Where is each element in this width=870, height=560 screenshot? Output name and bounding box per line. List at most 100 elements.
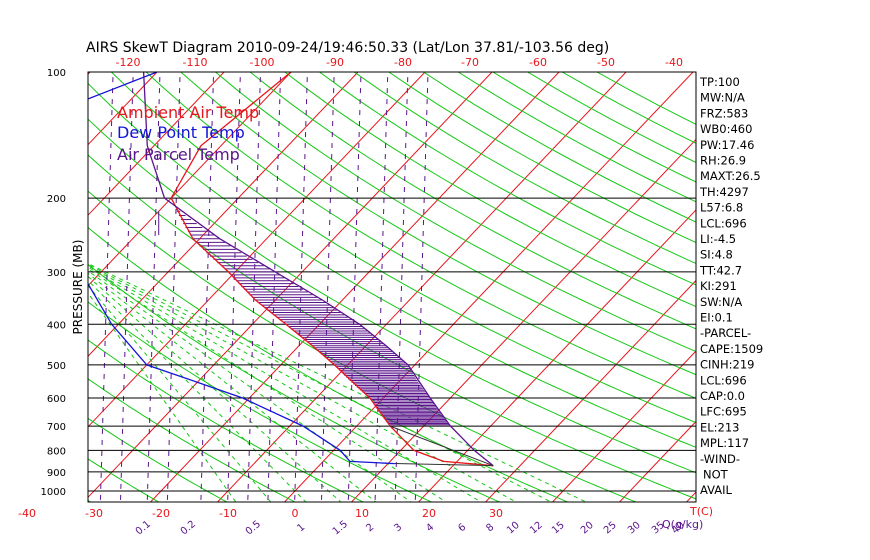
ambient-temp-line (170, 72, 494, 467)
legend-entry: Dew Point Temp (117, 123, 245, 142)
isotherm-line (88, 72, 158, 146)
mixing-ratio-label: 8 (484, 522, 496, 535)
mixing-ratio-label: 15 (550, 520, 567, 537)
mixing-ratio-label: 1.5 (331, 519, 350, 538)
mixing-ratio-line (247, 72, 261, 500)
index-readout: KI:291 (700, 279, 737, 293)
mixing-ratio-label: 1 (295, 522, 307, 535)
mixing-ratio-label: 20 (579, 520, 596, 537)
mixing-ratio-label: 0.2 (179, 519, 198, 538)
pressure-tick-label: 600 (47, 394, 66, 405)
pressure-tick-label: 700 (47, 422, 66, 433)
bottom-axis-tick-label: 20 (422, 507, 436, 520)
moist-adiabat-line (88, 272, 377, 502)
index-readout: TT:42.7 (699, 263, 742, 277)
index-readout: PW:17.46 (700, 138, 754, 152)
dry-adiabat-line (561, 72, 696, 144)
dew-point-line (88, 72, 395, 465)
dry-adiabat-line (180, 72, 696, 376)
dry-adiabat-line (318, 72, 696, 286)
mixing-ratio-label: 10 (505, 520, 522, 537)
index-readout: CINH:219 (700, 358, 755, 372)
index-readout: MPL:117 (700, 436, 749, 450)
dry-adiabat-line (88, 226, 569, 502)
moist-adiabat-line (88, 263, 553, 502)
moist-adiabat-line (88, 268, 447, 502)
index-readout: SI:4.8 (700, 248, 733, 262)
pressure-tick-label: 900 (47, 468, 66, 479)
bottom-axis-tick-label: -30 (85, 507, 103, 520)
index-readout: RH:26.9 (700, 154, 746, 168)
top-axis-tick-label: -120 (116, 56, 141, 69)
chart-title: AIRS SkewT Diagram 2010-09-24/19:46:50.3… (86, 40, 609, 56)
mixing-ratio-label: 6 (456, 522, 468, 535)
dry-adiabat-line (88, 458, 160, 502)
dry-adiabat-line (88, 339, 365, 502)
index-readout: -WIND- (700, 452, 740, 466)
bottom-axis-tick-label: 0 (292, 507, 299, 520)
top-axis-tick-label: -50 (597, 56, 615, 69)
parcel-temp-line (142, 72, 494, 467)
bottom-axis-tick-label: -40 (18, 507, 36, 520)
mixing-ratio-line (347, 72, 362, 500)
dry-adiabat-line (283, 72, 696, 308)
index-readout: TH:4297 (699, 185, 749, 199)
dry-adiabat-line (457, 72, 696, 203)
temperature-unit-label: T(C) (689, 505, 713, 518)
moist-adiabat-line (88, 262, 588, 502)
pressure-tick-label: 200 (47, 194, 66, 205)
mixing-ratio-label: 3 (392, 522, 404, 535)
dry-adiabat-line (110, 72, 696, 424)
isotherm-line (88, 72, 225, 216)
isotherm-line (0, 72, 23, 502)
index-readout: SW:N/A (700, 295, 742, 309)
dry-adiabat-line (491, 72, 696, 183)
mixing-ratio-line (120, 72, 134, 500)
mixing-ratio-line (99, 72, 114, 500)
index-readout: L57:6.8 (700, 201, 743, 215)
index-readout: CAPE:1509 (700, 342, 763, 356)
top-axis-tick-label: -40 (665, 56, 683, 69)
moist-adiabat-line (88, 279, 307, 502)
moist-adiabat-line (88, 292, 237, 502)
top-axis-tick-label: -70 (461, 56, 479, 69)
isotherm-line (284, 72, 694, 502)
dry-adiabat-line (145, 72, 696, 399)
mixing-ratio-line (166, 72, 181, 500)
pressure-tick-label: 800 (47, 446, 66, 457)
dry-adiabat-line (88, 417, 228, 502)
mixing-ratio-label: 12 (528, 520, 545, 537)
mixing-ratio-label: 2 (364, 522, 376, 535)
mixing-ratio-line (146, 72, 161, 500)
index-readout: CAP:0.0 (700, 389, 745, 403)
mixing-ratio-label: 0.5 (244, 519, 263, 538)
mixing-ratio-unit-label: Q(g/kg) (662, 518, 703, 531)
index-readout: LI:-4.5 (700, 232, 736, 246)
dry-adiabat-line (387, 72, 696, 244)
mixing-ratio-line (267, 72, 282, 500)
pressure-tick-label: 1000 (41, 487, 66, 498)
mixing-ratio-label: 0.1 (134, 519, 153, 538)
index-readout: -PARCEL- (700, 326, 751, 340)
top-axis-tick-label: -100 (250, 56, 275, 69)
mixing-ratio-line (321, 72, 335, 500)
dry-adiabat-line (88, 82, 696, 448)
top-axis-tick-label: -110 (183, 56, 208, 69)
dry-adiabat-line (0, 31, 32, 508)
mixing-ratio-line (40, 72, 53, 500)
isotherm-line (619, 420, 696, 502)
index-readout: TP:100 (699, 75, 740, 89)
dry-adiabat-line (353, 72, 696, 265)
isotherm-line (485, 279, 696, 502)
isotherm-line (88, 72, 493, 499)
mixing-ratio-label: 4 (424, 522, 436, 535)
moist-adiabat-line (88, 266, 482, 502)
index-readout: MAXT:26.5 (700, 169, 761, 183)
dry-adiabat-line (214, 72, 696, 353)
index-readout: EI:0.1 (700, 311, 733, 325)
pressure-tick-label: 500 (47, 361, 66, 372)
dry-adiabat-line (88, 301, 433, 502)
mixing-ratio-line (374, 72, 389, 500)
mixing-ratio-label: 25 (602, 520, 619, 537)
